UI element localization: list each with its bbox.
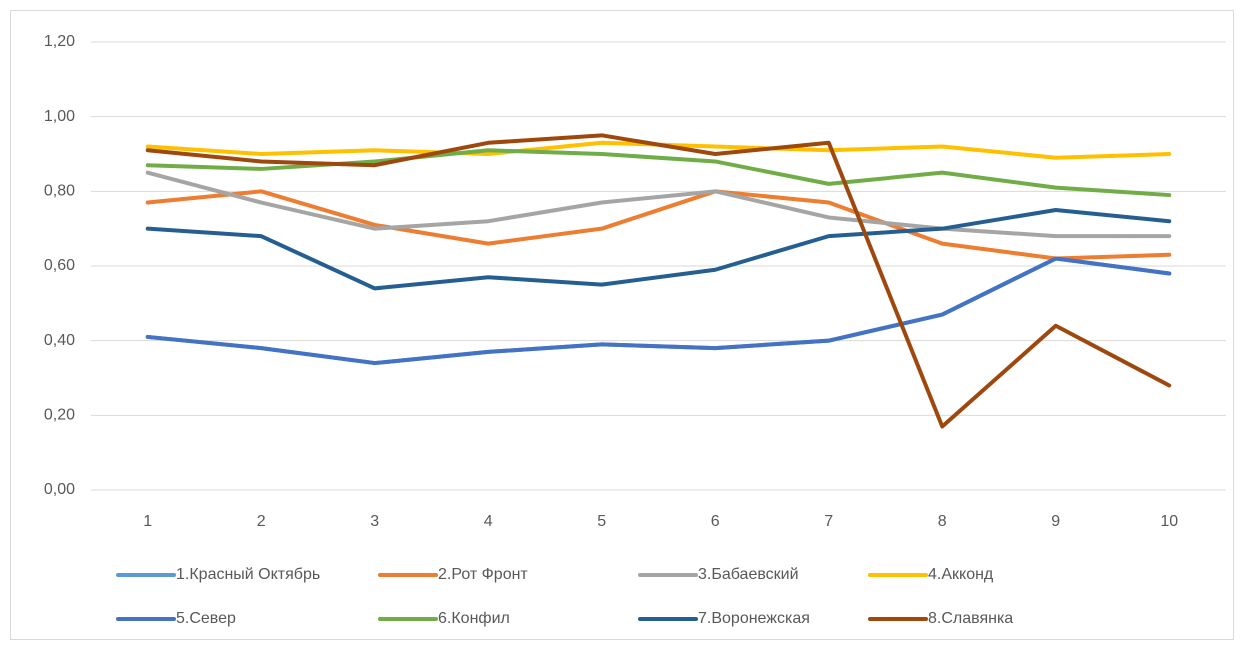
x-tick-label: 10 xyxy=(1160,513,1178,530)
x-tick-label: 6 xyxy=(711,513,720,530)
x-tick-label: 3 xyxy=(370,513,379,530)
legend-label: 8.Славянка xyxy=(928,610,1013,627)
series-line xyxy=(145,189,1172,261)
x-tick-label: 2 xyxy=(257,513,266,530)
y-tick-label: 0,60 xyxy=(44,257,75,274)
x-tick-label: 7 xyxy=(824,513,833,530)
y-tick-label: 1,00 xyxy=(44,108,75,125)
legend-label: 5.Север xyxy=(176,610,236,627)
x-tick-label: 9 xyxy=(1051,513,1060,530)
y-tick-label: 0,20 xyxy=(44,407,75,424)
x-tick-label: 5 xyxy=(597,513,606,530)
y-tick-label: 1,20 xyxy=(44,33,75,50)
x-tick-label: 4 xyxy=(484,513,493,530)
y-tick-label: 0,00 xyxy=(44,481,75,498)
series-line xyxy=(145,256,1172,366)
legend-label: 2.Рот Фронт xyxy=(438,566,528,583)
legend-label: 1.Красный Октябрь xyxy=(176,566,320,583)
x-tick-label: 8 xyxy=(938,513,947,530)
x-tick-label: 1 xyxy=(143,513,152,530)
legend-label: 6.Конфил xyxy=(438,610,510,627)
chart-border xyxy=(10,10,1234,640)
y-tick-label: 0,80 xyxy=(44,183,75,200)
y-tick-label: 0,40 xyxy=(44,332,75,349)
series-line xyxy=(145,208,1172,291)
legend-label: 7.Воронежская xyxy=(698,610,810,627)
series-line xyxy=(145,133,1172,429)
legend-label: 3.Бабаевский xyxy=(698,566,799,583)
legend-label: 4.Акконд xyxy=(928,566,994,583)
series-line xyxy=(145,170,1172,239)
